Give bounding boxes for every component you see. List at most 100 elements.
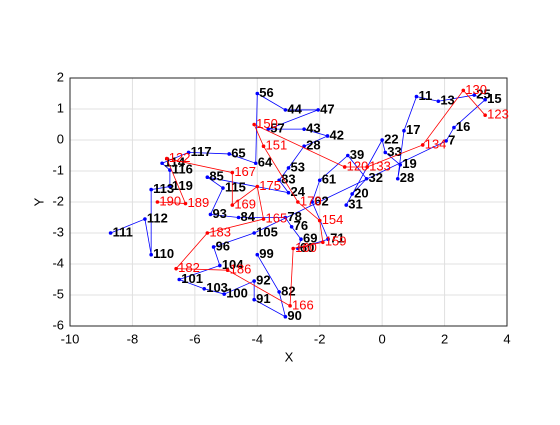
y-tick-label: 0 xyxy=(57,131,64,146)
node xyxy=(230,203,235,207)
node-label: 17 xyxy=(406,122,420,137)
node-label: 78 xyxy=(287,209,301,224)
plot-frame xyxy=(69,77,508,327)
node xyxy=(186,150,191,155)
node-label: 25 xyxy=(476,86,490,101)
node xyxy=(420,143,425,147)
node xyxy=(277,290,281,294)
node xyxy=(380,138,384,142)
node xyxy=(291,246,295,251)
x-tick-label: 2 xyxy=(441,331,448,346)
node xyxy=(252,297,256,302)
node-label: 100 xyxy=(226,286,248,301)
y-tick-label: -2 xyxy=(52,193,64,208)
node-label: 169 xyxy=(234,197,256,212)
node-label: 115 xyxy=(225,179,246,194)
node-label: 43 xyxy=(306,121,320,136)
node xyxy=(266,127,271,131)
node-label: 76 xyxy=(294,218,308,233)
node-label: 182 xyxy=(178,260,200,275)
node xyxy=(255,252,260,257)
node-label: 7 xyxy=(448,132,455,147)
node xyxy=(325,134,330,138)
node xyxy=(452,125,456,130)
node-label: 154 xyxy=(322,212,344,227)
node-label: 24 xyxy=(291,184,306,199)
node xyxy=(230,170,235,175)
node-label: 133 xyxy=(369,158,391,173)
node-label: 65 xyxy=(231,145,245,160)
node xyxy=(317,218,322,223)
node xyxy=(346,153,350,158)
node-label: 92 xyxy=(256,272,270,287)
node xyxy=(218,263,222,268)
edge-path xyxy=(157,89,486,307)
node xyxy=(149,252,153,257)
node-label: 13 xyxy=(440,93,454,108)
node xyxy=(160,161,164,166)
node xyxy=(316,108,320,112)
node-label: 71 xyxy=(330,231,344,246)
node xyxy=(402,128,406,133)
node xyxy=(208,212,213,217)
node-label: 117 xyxy=(191,144,212,159)
node xyxy=(288,304,292,308)
node-label: 130 xyxy=(465,82,487,97)
node xyxy=(255,184,260,189)
node-label: 20 xyxy=(354,185,368,200)
node-label: 90 xyxy=(287,308,301,323)
node-label: 53 xyxy=(291,159,305,174)
node-label: 69 xyxy=(303,231,317,246)
node-label: 104 xyxy=(222,257,244,272)
node xyxy=(205,175,210,179)
node xyxy=(164,156,169,161)
node xyxy=(155,200,160,204)
node-label: 42 xyxy=(330,127,344,142)
node-label: 32 xyxy=(369,170,383,185)
node-label: 167 xyxy=(234,164,256,179)
node xyxy=(143,217,147,221)
node xyxy=(461,88,466,93)
node-label: 151 xyxy=(266,138,288,153)
node xyxy=(342,165,347,169)
node xyxy=(317,178,322,183)
node xyxy=(365,165,369,169)
node-label: 170 xyxy=(300,193,322,208)
x-tick-label: -8 xyxy=(127,331,139,346)
node-label: 120 xyxy=(347,158,369,173)
node-label: 84 xyxy=(241,209,256,224)
node-label: 105 xyxy=(256,224,278,239)
node-label: 110 xyxy=(153,246,174,261)
node xyxy=(350,192,354,196)
node xyxy=(205,231,210,235)
node xyxy=(286,190,291,195)
node-label: 61 xyxy=(322,172,336,187)
node-label: 28 xyxy=(306,138,320,153)
node-label: 166 xyxy=(292,297,314,312)
node-label: 189 xyxy=(187,195,209,210)
node xyxy=(289,225,294,229)
node xyxy=(296,200,300,204)
node xyxy=(252,122,256,127)
node-label: 112 xyxy=(147,210,168,225)
y-axis-label: Y xyxy=(31,197,46,206)
x-tick-label: -2 xyxy=(314,331,326,346)
node xyxy=(286,166,291,170)
node xyxy=(302,127,306,131)
y-tick-label: -3 xyxy=(52,224,64,239)
node-label: 165 xyxy=(266,210,288,225)
node xyxy=(364,176,369,181)
node-label: 160 xyxy=(295,240,317,255)
node xyxy=(383,150,388,155)
node xyxy=(108,231,113,235)
node xyxy=(299,237,303,241)
node xyxy=(252,231,256,235)
node-label: 64 xyxy=(258,155,273,170)
node-label: 190 xyxy=(159,193,181,208)
node-label: 93 xyxy=(212,206,226,221)
node-label: 113 xyxy=(153,181,174,196)
node xyxy=(326,237,330,241)
node-label: 101 xyxy=(181,271,203,286)
node xyxy=(236,215,241,220)
